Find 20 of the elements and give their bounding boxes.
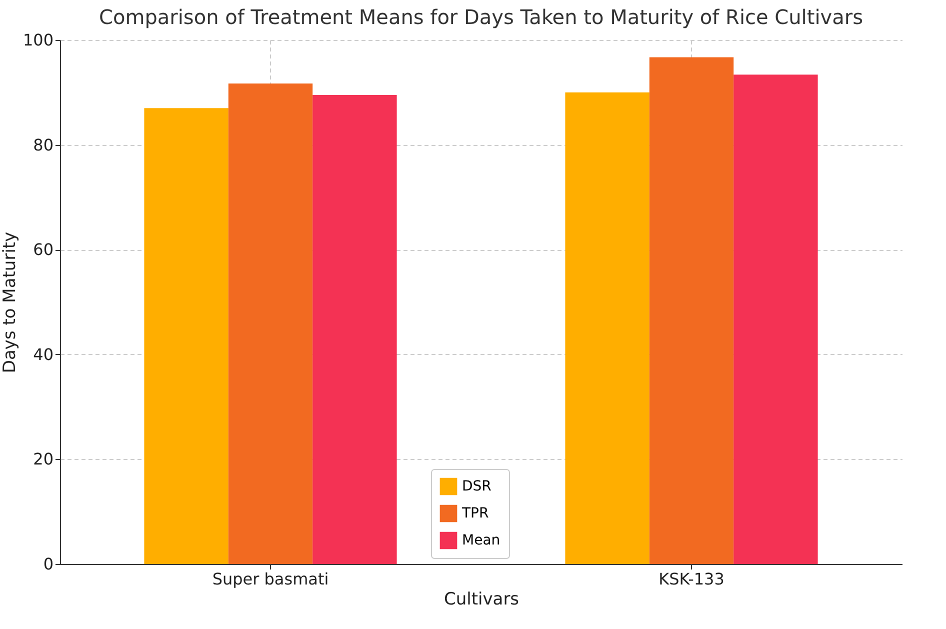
bar [734, 74, 818, 564]
y-tick-label: 80 [33, 135, 54, 154]
y-tick-label: 100 [22, 30, 54, 50]
y-axis-title: Days to Maturity [0, 232, 20, 374]
legend-label: TPR [461, 506, 489, 522]
bar [144, 108, 228, 564]
y-tick-label: 0 [43, 554, 54, 574]
x-axis-title: Cultivars [444, 590, 520, 610]
x-tick-label: KSK-133 [658, 570, 724, 588]
chart-title: Comparison of Treatment Means for Days Taken to Maturity of Rice Cultivars [99, 5, 863, 29]
y-tick-label: 60 [33, 240, 54, 260]
x-tick-label: Super basmati [212, 570, 329, 588]
bar [228, 83, 313, 564]
legend-label: Mean [462, 532, 500, 548]
bar [565, 92, 650, 564]
bar [312, 95, 397, 564]
y-tick-label: 40 [33, 344, 54, 364]
bar [649, 57, 734, 564]
y-tick-label: 20 [33, 450, 54, 469]
legend-label: DSR [462, 478, 492, 494]
